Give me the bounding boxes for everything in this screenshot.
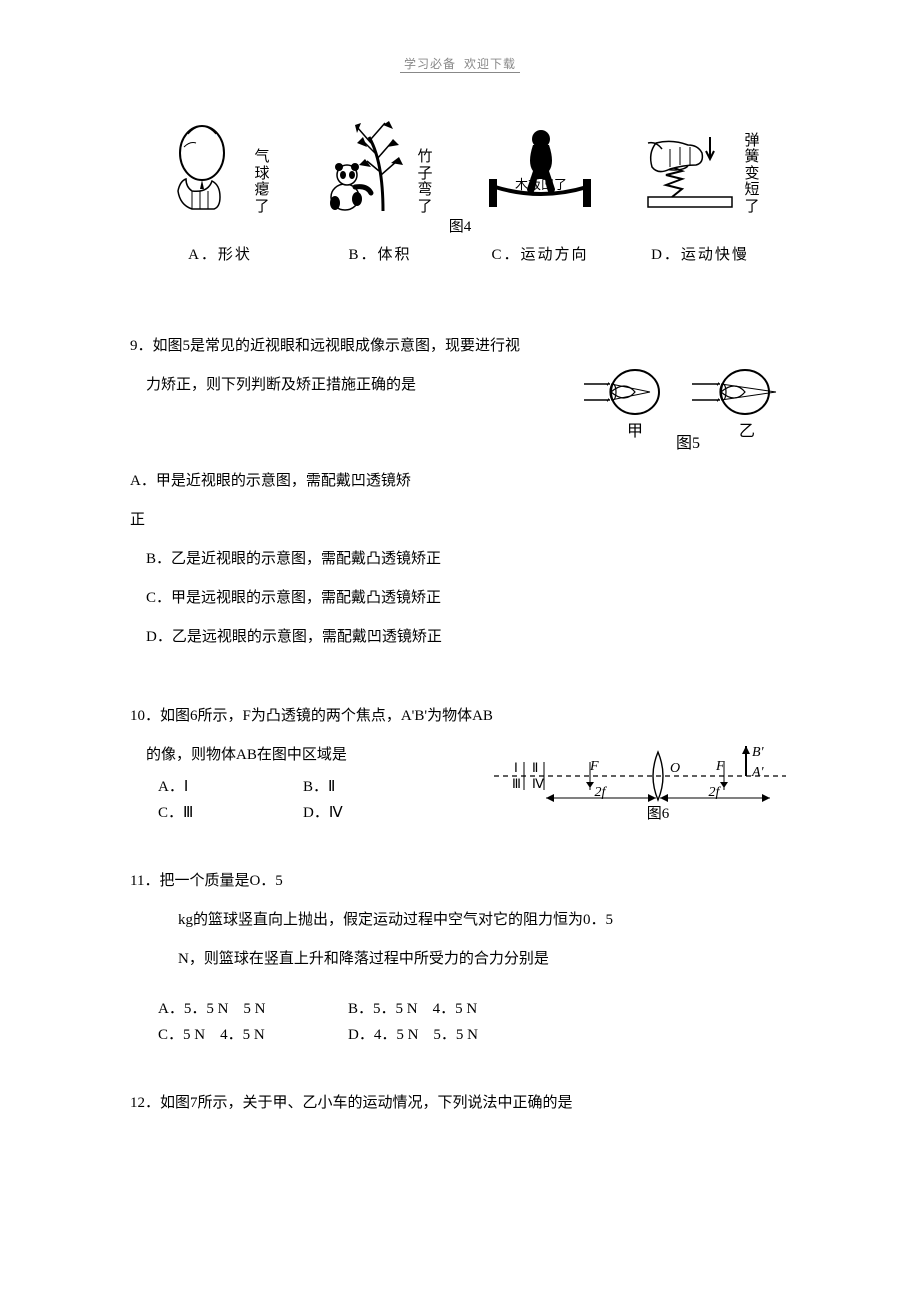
q10-opt-d: D．Ⅳ <box>303 801 448 827</box>
q8-figure-row: 气球瘪了 竹子弯了 <box>140 119 780 215</box>
header-left: 学习必备 <box>400 57 460 73</box>
q12-line1: 12．如图7所示，关于甲、乙小车的运动情况，下列说法中正确的是 <box>130 1084 790 1123</box>
q8-fig-c: 木板凹了 <box>460 119 620 215</box>
q8-fig-a: 气球瘪了 <box>140 119 300 215</box>
q11-line2: kg的篮球竖直向上抛出，假定运动过程中空气对它的阻力恒为0．5 <box>178 901 790 940</box>
svg-text:Ⅱ: Ⅱ <box>532 760 538 775</box>
q8-fig-d: 弹簧变短了 <box>620 119 780 215</box>
panda-bamboo-icon <box>327 119 413 215</box>
q10-line1: 10．如图6所示，F为凸透镜的两个焦点，A'B'为物体AB <box>130 697 790 736</box>
q8-caption: 图4 <box>130 215 790 239</box>
svg-text:O: O <box>670 761 680 776</box>
q10-opt-b: B．Ⅱ <box>303 775 448 801</box>
q8-options: A．形状 B．体积 C．运动方向 D．运动快慢 <box>140 243 780 267</box>
q11: 11．把一个质量是O．5 kg的篮球竖直向上抛出，假定运动过程中空气对它的阻力恒… <box>130 862 790 1048</box>
svg-text:图5: 图5 <box>676 435 700 452</box>
q11-opt-d: D．4．5 N 5．5 N <box>348 1023 538 1049</box>
svg-text:Ⅳ: Ⅳ <box>532 776 544 791</box>
svg-text:Ⅰ: Ⅰ <box>514 760 518 775</box>
q10-opt-a: A．Ⅰ <box>158 775 303 801</box>
svg-text:A': A' <box>751 765 765 780</box>
q11-opt-b: B．5．5 N 4．5 N <box>348 997 538 1023</box>
svg-text:F: F <box>715 759 725 774</box>
svg-text:乙: 乙 <box>739 423 755 440</box>
page-header: 学习必备欢迎下载 <box>130 55 790 74</box>
svg-text:甲: 甲 <box>627 423 643 440</box>
q8-b-vertical-label: 竹子弯了 <box>417 149 432 215</box>
q11-line1: 11．把一个质量是O．5 <box>130 862 790 901</box>
q11-line3: N，则篮球在竖直上升和降落过程中所受力的合力分别是 <box>178 940 790 979</box>
q9-opt-a2: 正 <box>130 501 790 540</box>
q8-opt-a: A．形状 <box>140 243 300 267</box>
header-right: 欢迎下载 <box>460 57 520 73</box>
svg-text:F: F <box>589 759 599 774</box>
q9-opt-c: C．甲是远视眼的示意图，需配戴凸透镜矫正 <box>146 579 790 618</box>
q8-opt-d: D．运动快慢 <box>620 243 780 267</box>
q9: 甲 乙 图5 9．如图5是常见的近视眼和远视眼成像示意图，现要进行视 力矫正，则… <box>130 327 790 657</box>
q12: 12．如图7所示，关于甲、乙小车的运动情况，下列说法中正确的是 <box>130 1084 790 1123</box>
q8-opt-c: C．运动方向 <box>460 243 620 267</box>
q10-figure: F O F B' A' Ⅰ Ⅱ Ⅲ Ⅳ 2f <box>490 744 790 822</box>
board-bend-icon: 木板凹了 <box>475 119 605 215</box>
svg-text:木板凹了: 木板凹了 <box>515 177 567 192</box>
q11-opt-a: A．5．5 N 5 N <box>158 997 348 1023</box>
balloon-icon <box>170 119 250 215</box>
q9-line1: 9．如图5是常见的近视眼和远视眼成像示意图，现要进行视 <box>130 327 790 366</box>
q8-fig-b: 竹子弯了 <box>300 119 460 215</box>
spring-press-icon <box>640 119 740 215</box>
q9-opt-a: A．甲是近视眼的示意图，需配戴凹透镜矫 <box>130 462 790 501</box>
svg-text:Ⅲ: Ⅲ <box>512 776 521 791</box>
q9-opt-d: D．乙是远视眼的示意图，需配戴凹透镜矫正 <box>146 618 790 657</box>
q8-a-vertical-label: 气球瘪了 <box>254 149 269 215</box>
q10-opt-c: C．Ⅲ <box>158 801 303 827</box>
q9-opt-b: B．乙是近视眼的示意图，需配戴凸透镜矫正 <box>146 540 790 579</box>
q11-options: A．5．5 N 5 N B．5．5 N 4．5 N C．5 N 4．5 N D．… <box>158 997 790 1048</box>
q11-opt-c: C．5 N 4．5 N <box>158 1023 348 1049</box>
svg-text:图6: 图6 <box>647 805 670 822</box>
q8-opt-b: B．体积 <box>300 243 460 267</box>
q8-d-vertical-label: 弹簧变短了 <box>744 133 759 216</box>
q10: 10．如图6所示，F为凸透镜的两个焦点，A'B'为物体AB F O F B' A… <box>130 697 790 826</box>
q9-figure: 甲 乙 图5 <box>580 362 790 452</box>
svg-text:B': B' <box>752 745 765 760</box>
